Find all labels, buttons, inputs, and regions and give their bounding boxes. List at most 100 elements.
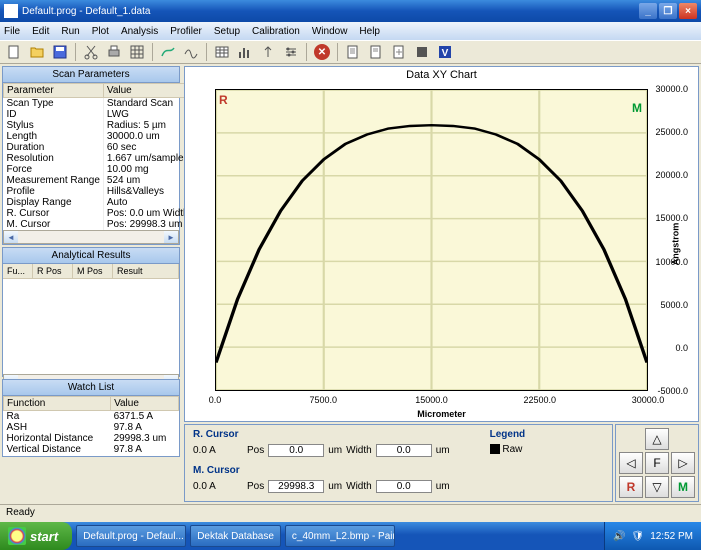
y-tick: 20000.0	[655, 170, 688, 180]
nav-down[interactable]: ▽	[645, 476, 669, 498]
menu-analysis[interactable]: Analysis	[121, 26, 158, 37]
close-button[interactable]: ×	[679, 3, 697, 19]
doc1-icon[interactable]	[343, 42, 363, 62]
menu-setup[interactable]: Setup	[214, 26, 240, 37]
open-icon[interactable]	[27, 42, 47, 62]
scan-hscroll[interactable]: ◄►	[3, 230, 179, 244]
x-axis-label: Micrometer	[417, 409, 466, 419]
save-icon[interactable]	[50, 42, 70, 62]
r-cursor-title: R. Cursor	[193, 429, 450, 440]
r-cursor-val: 0.0 A	[193, 445, 243, 456]
table-row: Horizontal Distance29998.3 um	[4, 433, 179, 444]
legend-item: Raw	[502, 444, 522, 455]
start-button[interactable]: start	[0, 522, 72, 550]
status-bar: Ready	[0, 504, 701, 522]
scan-parameters-title: Scan Parameters	[3, 67, 179, 83]
window-title: Default.prog - Default_1.data	[22, 6, 150, 17]
nav-left[interactable]: ◁	[619, 452, 643, 474]
curve-icon[interactable]	[181, 42, 201, 62]
menu-edit[interactable]: Edit	[32, 26, 49, 37]
analytical-body	[3, 279, 179, 374]
y-tick: 0.0	[675, 343, 688, 353]
col-function: Function	[4, 397, 111, 411]
grid-icon[interactable]	[127, 42, 147, 62]
taskbar: start Default.prog - Defaul... Dektak Da…	[0, 522, 701, 550]
x-tick: 15000.0	[415, 395, 448, 405]
titlebar: Default.prog - Default_1.data _ ❐ ×	[0, 0, 701, 22]
nav-right[interactable]: ▷	[671, 452, 695, 474]
tray-icon: 🔊	[613, 531, 625, 542]
task-item-0[interactable]: Default.prog - Defaul...	[76, 525, 186, 547]
analytical-columns: Fu... R Pos M Pos Result	[3, 264, 179, 279]
x-tick: 0.0	[209, 395, 222, 405]
m-width-input[interactable]	[376, 480, 432, 493]
table-row: ASH97.8 A	[4, 422, 179, 433]
stop-icon[interactable]: ✕	[312, 42, 332, 62]
run-icon[interactable]	[158, 42, 178, 62]
menu-file[interactable]: File	[4, 26, 20, 37]
y-tick: -5000.0	[657, 386, 688, 396]
x-tick: 7500.0	[309, 395, 337, 405]
clock: 12:52 PM	[650, 531, 693, 542]
task-item-1[interactable]: Dektak Database	[190, 525, 281, 547]
minimize-button[interactable]: _	[639, 3, 657, 19]
m-pos-input[interactable]	[268, 480, 324, 493]
block-icon[interactable]	[412, 42, 432, 62]
menu-window[interactable]: Window	[312, 26, 348, 37]
y-tick: 25000.0	[655, 127, 688, 137]
menu-run[interactable]: Run	[61, 26, 79, 37]
col-parameter: Parameter	[4, 84, 104, 98]
chart-title: Data XY Chart	[185, 67, 698, 83]
chart-canvas[interactable]	[215, 89, 648, 391]
watch-list-panel: Watch List FunctionValue Ra6371.5 AASH97…	[2, 379, 180, 457]
analytical-results-panel: Analytical Results Fu... R Pos M Pos Res…	[2, 247, 180, 377]
x-tick: 22500.0	[523, 395, 556, 405]
table-icon[interactable]	[212, 42, 232, 62]
export-icon[interactable]	[389, 42, 409, 62]
toolbar: ✕ V	[0, 40, 701, 64]
table-row: Ra6371.5 A	[4, 411, 179, 423]
y-tick: 30000.0	[655, 84, 688, 94]
app-icon	[4, 4, 18, 18]
menu-calibration[interactable]: Calibration	[252, 26, 300, 37]
menu-help[interactable]: Help	[359, 26, 380, 37]
menu-profiler[interactable]: Profiler	[170, 26, 202, 37]
m-cursor-val: 0.0 A	[193, 481, 243, 492]
chart-panel: Data XY Chart R M Micrometer Angstrom 0.…	[184, 66, 699, 422]
table-row: Vertical Distance97.8 A	[4, 444, 179, 455]
x-tick: 30000.0	[632, 395, 665, 405]
m-marker: M	[632, 101, 642, 115]
y-tick: 10000.0	[655, 257, 688, 267]
legend-title: Legend	[490, 429, 526, 440]
menubar: File Edit Run Plot Analysis Profiler Set…	[0, 22, 701, 40]
r-marker: R	[219, 93, 228, 107]
nav-r[interactable]: R	[619, 476, 643, 498]
new-icon[interactable]	[4, 42, 24, 62]
watch-list-table: FunctionValue Ra6371.5 AASH97.8 AHorizon…	[3, 396, 179, 455]
y-tick: 15000.0	[655, 213, 688, 223]
status-text: Ready	[6, 507, 35, 518]
analytical-results-title: Analytical Results	[3, 248, 179, 264]
cut-icon[interactable]	[81, 42, 101, 62]
settings-icon[interactable]	[281, 42, 301, 62]
nav-m[interactable]: M	[671, 476, 695, 498]
r-width-input[interactable]	[376, 444, 432, 457]
up-icon[interactable]	[258, 42, 278, 62]
menu-plot[interactable]: Plot	[92, 26, 109, 37]
y-tick: 5000.0	[660, 300, 688, 310]
task-item-2[interactable]: c_40mm_L2.bmp - Paint	[285, 525, 395, 547]
print-icon[interactable]	[104, 42, 124, 62]
tray-icon: 🛡	[631, 531, 644, 542]
maximize-button[interactable]: ❐	[659, 3, 677, 19]
watch-list-title: Watch List	[3, 380, 179, 396]
nav-fit[interactable]: F	[645, 452, 669, 474]
col-wvalue: Value	[111, 397, 179, 411]
r-pos-input[interactable]	[268, 444, 324, 457]
bars-icon[interactable]	[235, 42, 255, 62]
v-icon[interactable]: V	[435, 42, 455, 62]
nav-panel: △ ◁ F ▷ R ▽ M	[615, 424, 699, 502]
nav-up[interactable]: △	[645, 428, 669, 450]
legend: Legend Raw	[490, 429, 526, 497]
doc2-icon[interactable]	[366, 42, 386, 62]
system-tray[interactable]: 🔊 🛡 12:52 PM	[604, 522, 701, 550]
